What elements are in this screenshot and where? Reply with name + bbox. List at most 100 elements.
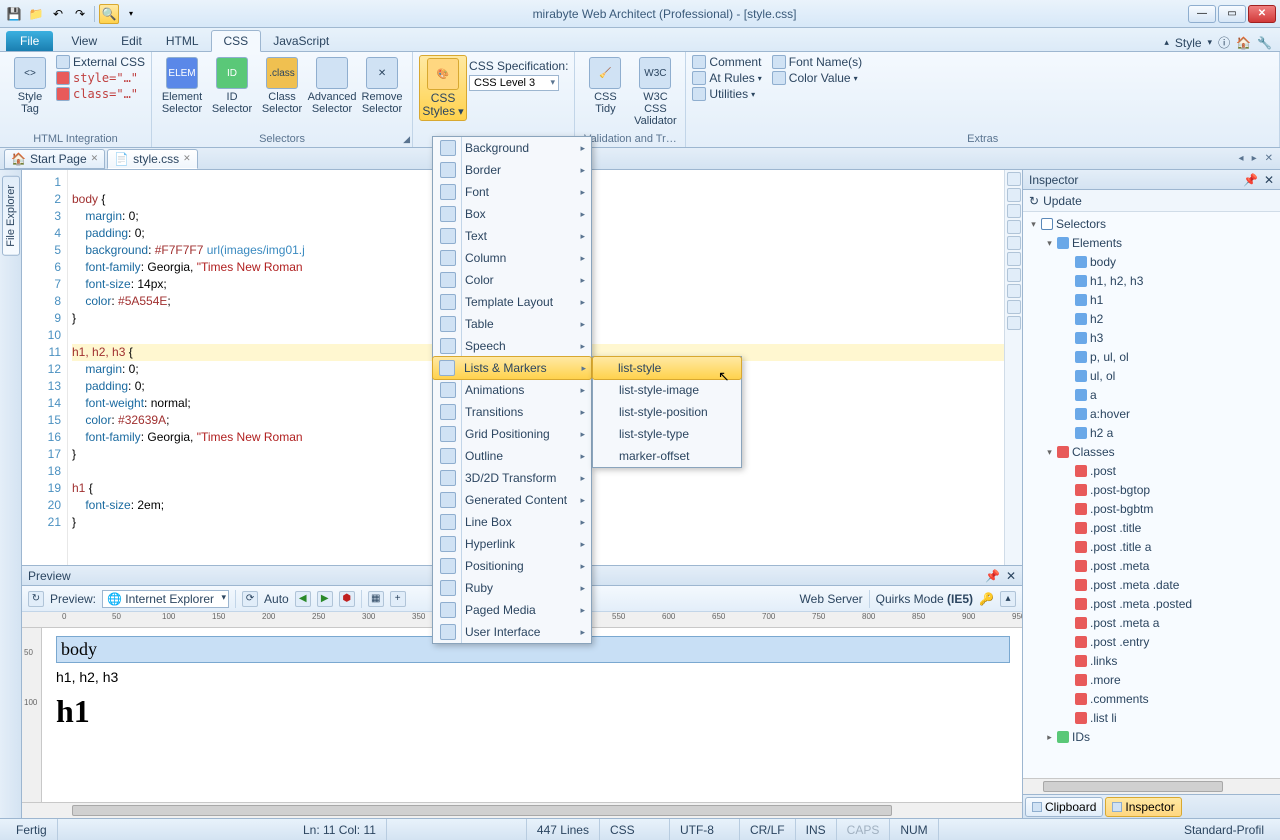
qat-save-icon[interactable]: 💾 xyxy=(4,4,24,24)
tree-node[interactable]: h1 xyxy=(1025,290,1278,309)
style-dropdown[interactable]: Style xyxy=(1175,36,1202,50)
css-styles-menu[interactable]: Background▸Border▸Font▸Box▸Text▸Column▸C… xyxy=(432,136,592,644)
tree-node[interactable]: .post .title xyxy=(1025,518,1278,537)
tree-node[interactable]: body xyxy=(1025,252,1278,271)
tree-node[interactable]: .post-bgbtm xyxy=(1025,499,1278,518)
menu-item[interactable]: Column▸ xyxy=(433,247,591,269)
key-icon[interactable]: 🔑 xyxy=(979,592,994,606)
tree-node[interactable]: .post .meta .date xyxy=(1025,575,1278,594)
menu-item[interactable]: Text▸ xyxy=(433,225,591,247)
editor-strip-btn[interactable] xyxy=(1007,316,1021,330)
tab-html[interactable]: HTML xyxy=(154,31,211,51)
home-icon[interactable]: 🏠 xyxy=(1236,36,1251,50)
font-names-button[interactable]: Font Name(s) xyxy=(772,55,862,69)
tree-node[interactable]: .post .meta a xyxy=(1025,613,1278,632)
tab-prev-icon[interactable]: ◂ xyxy=(1236,153,1247,164)
css-styles-button[interactable]: 🎨CSS Styles ▾ xyxy=(419,55,467,121)
preview-hscroll[interactable] xyxy=(22,802,1022,818)
tree-node[interactable]: .comments xyxy=(1025,689,1278,708)
at-rules-button[interactable]: At Rules ▾ xyxy=(692,71,761,85)
file-menu-button[interactable]: File xyxy=(6,31,53,51)
menu-item[interactable]: Line Box▸ xyxy=(433,511,591,533)
file-explorer-tab[interactable]: File Explorer xyxy=(2,176,20,256)
tree-node[interactable]: .post .entry xyxy=(1025,632,1278,651)
editor-strip-btn[interactable] xyxy=(1007,220,1021,234)
menu-item[interactable]: Speech▸ xyxy=(433,335,591,357)
menu-item[interactable]: Ruby▸ xyxy=(433,577,591,599)
settings-icon[interactable]: 🔧 xyxy=(1257,36,1272,50)
editor-strip-btn[interactable] xyxy=(1007,268,1021,282)
menu-item[interactable]: Generated Content▸ xyxy=(433,489,591,511)
css-tidy-button[interactable]: 🧹CSS Tidy xyxy=(581,55,629,117)
menu-item[interactable]: Animations▸ xyxy=(433,379,591,401)
id-selector-button[interactable]: IDID Selector xyxy=(208,55,256,117)
refresh-icon[interactable]: ↻ xyxy=(28,591,44,607)
menu-item[interactable]: Table▸ xyxy=(433,313,591,335)
tree-node[interactable]: .links xyxy=(1025,651,1278,670)
w3c-validator-button[interactable]: W3CW3C CSS Validator xyxy=(631,55,679,129)
menu-item[interactable]: Border▸ xyxy=(433,159,591,181)
stop-icon[interactable]: ⬢ xyxy=(339,591,355,607)
inspector-update[interactable]: ↻Update xyxy=(1023,190,1280,212)
utilities-button[interactable]: Utilities ▾ xyxy=(692,87,761,101)
menu-item[interactable]: Background▸ xyxy=(433,137,591,159)
class-attr-button[interactable]: class="…" xyxy=(56,87,145,101)
tree-node[interactable]: ul, ol xyxy=(1025,366,1278,385)
external-css-button[interactable]: External CSS xyxy=(56,55,145,69)
tree-node[interactable]: a:hover xyxy=(1025,404,1278,423)
auto-icon[interactable]: ⟳ xyxy=(242,591,258,607)
qat-open-icon[interactable]: 📁 xyxy=(26,4,46,24)
editor-strip-btn[interactable] xyxy=(1007,172,1021,186)
remove-selector-button[interactable]: ✕Remove Selector xyxy=(358,55,406,117)
menu-item[interactable]: Font▸ xyxy=(433,181,591,203)
tab-close-icon[interactable]: ✕ xyxy=(1262,153,1276,164)
menu-item[interactable]: Transitions▸ xyxy=(433,401,591,423)
tree-node[interactable]: h1, h2, h3 xyxy=(1025,271,1278,290)
qat-dropdown-icon[interactable]: ▾ xyxy=(121,4,141,24)
menu-item[interactable]: 3D/2D Transform▸ xyxy=(433,467,591,489)
pin-icon[interactable]: 📌 xyxy=(1243,173,1258,187)
editor-strip-btn[interactable] xyxy=(1007,188,1021,202)
menu-item[interactable]: Grid Positioning▸ xyxy=(433,423,591,445)
tab-edit[interactable]: Edit xyxy=(109,31,154,51)
add-icon[interactable]: + xyxy=(390,591,406,607)
menu-item[interactable]: Template Layout▸ xyxy=(433,291,591,313)
menu-item[interactable]: Outline▸ xyxy=(433,445,591,467)
minimize-button[interactable]: — xyxy=(1188,5,1216,23)
inspector-tree[interactable]: ▾Selectors▾Elementsbodyh1, h2, h3h1h2h3p… xyxy=(1023,212,1280,778)
submenu-item[interactable]: marker-offset xyxy=(593,445,741,467)
editor-strip-btn[interactable] xyxy=(1007,284,1021,298)
editor-strip-btn[interactable] xyxy=(1007,300,1021,314)
tree-node[interactable]: h3 xyxy=(1025,328,1278,347)
editor-strip-btn[interactable] xyxy=(1007,204,1021,218)
comment-button[interactable]: Comment xyxy=(692,55,761,69)
inspector-hscroll[interactable] xyxy=(1023,778,1280,794)
tree-node[interactable]: .post .meta xyxy=(1025,556,1278,575)
style-tag-button[interactable]: <>Style Tag xyxy=(6,55,54,117)
menu-item[interactable]: Lists & Markers▸ xyxy=(432,356,592,380)
tree-node[interactable]: ▾Selectors xyxy=(1025,214,1278,233)
submenu-item[interactable]: list-style-position xyxy=(593,401,741,423)
class-selector-button[interactable]: .classClass Selector xyxy=(258,55,306,117)
advanced-selector-button[interactable]: Advanced Selector xyxy=(308,55,356,117)
tree-node[interactable]: h2 xyxy=(1025,309,1278,328)
editor-strip-btn[interactable] xyxy=(1007,252,1021,266)
tab-stylecss[interactable]: 📄style.css✕ xyxy=(107,149,198,169)
group-launcher-icon[interactable]: ◢ xyxy=(403,134,410,145)
forward-icon[interactable]: ▶ xyxy=(317,591,333,607)
tree-node[interactable]: .list li xyxy=(1025,708,1278,727)
tree-node[interactable]: .more xyxy=(1025,670,1278,689)
menu-item[interactable]: Hyperlink▸ xyxy=(433,533,591,555)
tree-node[interactable]: .post xyxy=(1025,461,1278,480)
back-icon[interactable]: ◀ xyxy=(295,591,311,607)
tree-node[interactable]: .post-bgtop xyxy=(1025,480,1278,499)
menu-item[interactable]: Paged Media▸ xyxy=(433,599,591,621)
close-tab-icon[interactable]: ✕ xyxy=(183,153,191,164)
color-value-button[interactable]: Color Value ▾ xyxy=(772,71,862,85)
qat-preview-icon[interactable]: 🔍 xyxy=(99,4,119,24)
tree-node[interactable]: .post .title a xyxy=(1025,537,1278,556)
clipboard-tab[interactable]: Clipboard xyxy=(1025,797,1103,817)
help-icon[interactable]: ⓘ xyxy=(1218,34,1230,51)
browser-combo[interactable]: 🌐 Internet Explorer xyxy=(102,590,229,608)
close-icon[interactable]: ✕ xyxy=(1006,569,1016,583)
